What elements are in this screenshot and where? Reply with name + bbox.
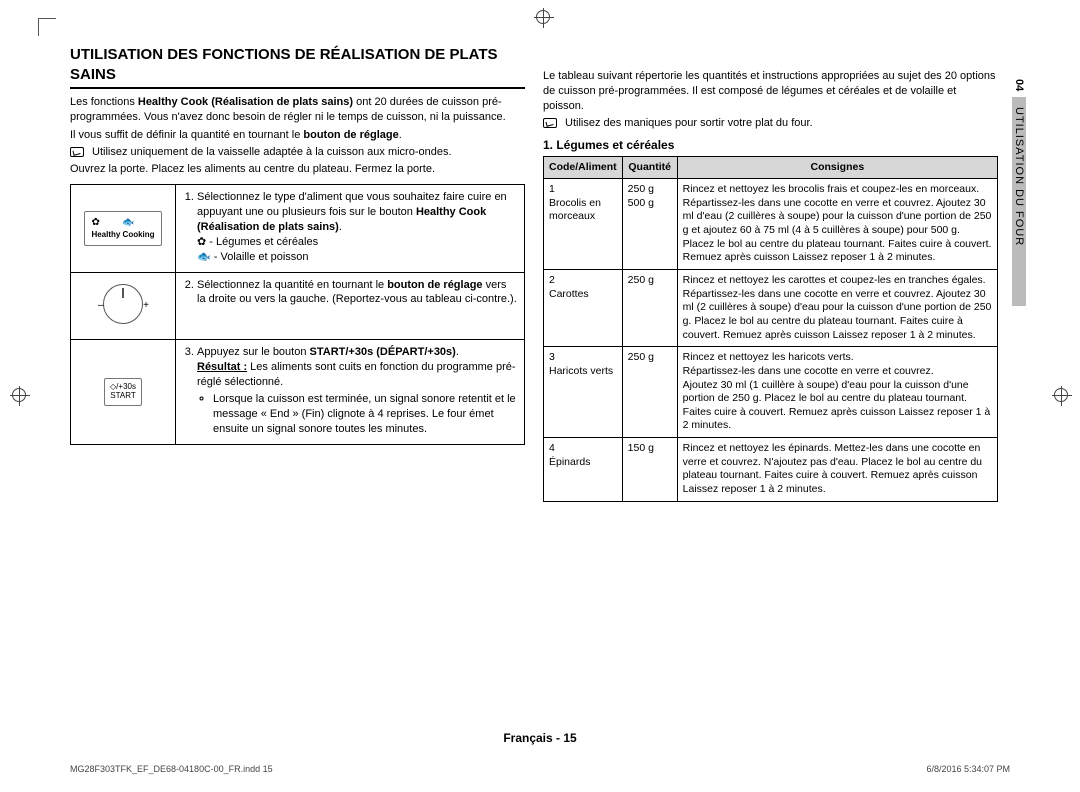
right-intro: Le tableau suivant répertorie les quanti… [543,69,998,114]
cell-qty: 150 g [622,438,677,502]
cell-instr: Rincez et nettoyez les brocolis frais et… [677,179,997,270]
note-microwave-dishes: Utilisez uniquement de la vaisselle adap… [70,146,525,159]
cell-code: 4Épinards [544,438,623,502]
subtitle: 1. Légumes et céréales [543,138,998,152]
step-2: Sélectionnez la quantité en tournant le … [197,278,517,308]
th-qty: Quantité [622,156,677,179]
cell-instr: Rincez et nettoyez les épinards. Mettez-… [677,438,997,502]
healthy-cook-button-graphic: ✿ 🐟 Healthy Cooking [84,211,161,245]
steps-table: ✿ 🐟 Healthy Cooking Sélectionnez le type… [70,184,525,444]
left-column: UTILISATION DES FONCTIONS DE RÉALISATION… [70,45,525,502]
note-icon [70,147,84,157]
step-3: Appuyez sur le bouton START/+30s (DÉPART… [197,345,517,436]
dial-graphic: –+ [103,284,143,324]
cell-instr: Rincez et nettoyez les haricots verts.Ré… [677,347,997,438]
th-code: Code/Aliment [544,156,623,179]
intro-3: Ouvrez la porte. Placez les aliments au … [70,162,525,177]
note-icon [543,118,557,128]
note-oven-mitts: Utilisez des maniques pour sortir votre … [543,117,998,130]
cell-qty: 250 g [622,270,677,347]
right-column: Le tableau suivant répertorie les quanti… [543,45,998,502]
intro-1: Les fonctions Healthy Cook (Réalisation … [70,95,525,125]
cell-qty: 250 g [622,347,677,438]
step-1: Sélectionnez le type d'aliment que vous … [197,190,517,264]
side-tab: 04 UTILISATION DU FOUR [1012,75,1026,306]
cell-code: 1Brocolis en morceaux [544,179,623,270]
print-footer-right: 6/8/2016 5:34:07 PM [926,764,1010,774]
print-footer-left: MG28F303TFK_EF_DE68-04180C-00_FR.indd 15 [70,764,273,774]
intro-2: Il vous suffit de définir la quantité en… [70,128,525,143]
page-footer: Français - 15 [70,731,1010,745]
cell-code: 2Carottes [544,270,623,347]
page: UTILISATION DES FONCTIONS DE RÉALISATION… [70,45,1010,745]
start-button-graphic: ◇/+30s START [104,378,142,406]
th-instr: Consignes [677,156,997,179]
cell-code: 3Haricots verts [544,347,623,438]
food-table: Code/Aliment Quantité Consignes 1Brocoli… [543,156,998,502]
cell-instr: Rincez et nettoyez les carottes et coupe… [677,270,997,347]
cell-qty: 250 g500 g [622,179,677,270]
section-title: UTILISATION DES FONCTIONS DE RÉALISATION… [70,45,525,89]
